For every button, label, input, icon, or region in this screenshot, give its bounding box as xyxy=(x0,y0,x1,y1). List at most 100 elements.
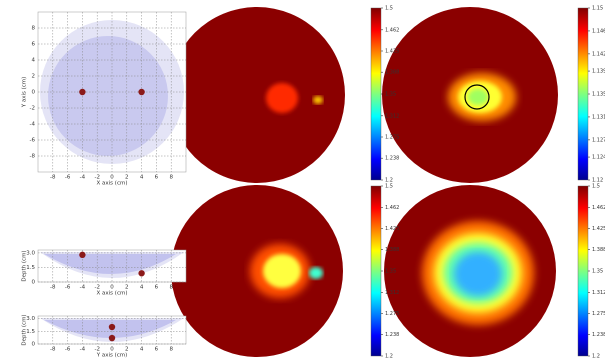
x-tick-label: -6 xyxy=(65,285,71,291)
x-axis-label: X axis (cm) xyxy=(97,291,128,297)
y-tick-label: 4 xyxy=(32,58,36,64)
colorbar-tick-label: 1.146 xyxy=(592,28,605,34)
colorbar-tick-label: 1.2 xyxy=(385,354,393,360)
colorbar-tick-label: 1.5 xyxy=(385,6,393,12)
colorbar-tick-label: 1.388 xyxy=(592,247,605,253)
reconstruction-4 xyxy=(384,185,556,357)
point xyxy=(108,334,116,342)
x-tick-label: 8 xyxy=(169,285,173,291)
point xyxy=(138,88,145,96)
x-tick-label: -8 xyxy=(50,285,56,291)
point xyxy=(79,251,86,259)
y-tick-label: -8 xyxy=(30,154,36,160)
x-tick-label: 0 xyxy=(110,347,114,353)
region-inner xyxy=(44,254,176,274)
y-axis-label: Y axis (cm) xyxy=(22,77,28,109)
colorbar-tick-label: 1.388 xyxy=(385,70,399,76)
colorbar-tick-label: 1.142 xyxy=(592,51,605,57)
x-axis-label: Y axis (cm) xyxy=(96,353,128,359)
region-inner xyxy=(48,36,168,156)
colorbar-tick-label: 1.127 xyxy=(592,137,605,143)
x-tick-label: 6 xyxy=(155,175,159,181)
x-tick-label: 4 xyxy=(140,175,144,181)
colorbar-tick-label: 1.275 xyxy=(385,311,399,317)
colorbar-tick-label: 1.388 xyxy=(385,247,399,253)
x-tick-label: 2 xyxy=(125,175,129,181)
colorbar-tick-label: 1.312 xyxy=(592,290,605,296)
colorbar-tick-label: 1.2 xyxy=(385,178,393,184)
x-tick-label: -4 xyxy=(80,175,86,181)
colorbar-tick-label: 1.15 xyxy=(592,6,603,12)
colorbar-tick-label: 1.35 xyxy=(592,269,603,275)
x-tick-label: -2 xyxy=(94,347,99,353)
colorbar xyxy=(577,185,589,357)
y-tick-label: 0 xyxy=(32,342,36,348)
x-tick-label: 0 xyxy=(110,285,114,291)
colorbar-tick-label: 1.238 xyxy=(385,156,399,162)
colorbar-tick-label: 1.12 xyxy=(592,178,603,184)
y-tick-label: -6 xyxy=(30,138,36,144)
y-tick-label: 3.0 xyxy=(26,316,35,322)
colorbar-tick-label: 1.462 xyxy=(592,205,605,211)
y-tick-label: -2 xyxy=(30,106,35,112)
colorbar-tick-label: 1.131 xyxy=(592,114,605,120)
x-tick-label: 0 xyxy=(110,175,114,181)
y-axis-label: Depth (cm) xyxy=(22,314,28,345)
y-tick-label: 2 xyxy=(32,74,36,80)
colorbar-tick-label: 1.425 xyxy=(385,226,399,232)
x-tick-label: -4 xyxy=(80,285,86,291)
x-tick-label: 4 xyxy=(140,285,144,291)
y-tick-label: -4 xyxy=(30,122,36,128)
point xyxy=(79,88,86,96)
colorbar-tick-label: 1.312 xyxy=(385,113,399,119)
x-tick-label: 2 xyxy=(125,285,129,291)
colorbar-tick-label: 1.35 xyxy=(385,269,396,275)
colorbar-tick-label: 1.312 xyxy=(385,290,399,296)
colorbar-tick-label: 1.35 xyxy=(385,92,396,98)
x-tick-label: -8 xyxy=(50,175,56,181)
colorbar xyxy=(370,7,382,181)
x-tick-label: -2 xyxy=(94,175,99,181)
reconstruction-2 xyxy=(382,7,558,183)
colorbar-tick-label: 1.275 xyxy=(385,135,399,141)
colorbar-tick-label: 1.5 xyxy=(385,184,393,190)
colorbar-tick-label: 1.462 xyxy=(385,205,399,211)
x-tick-label: 8 xyxy=(169,175,173,181)
x-tick-label: 6 xyxy=(155,285,159,291)
y-tick-label: 6 xyxy=(32,42,36,48)
colorbar-tick-label: 1.462 xyxy=(385,27,399,33)
y-tick-label: 1.5 xyxy=(26,329,35,335)
x-tick-label: 8 xyxy=(169,347,173,353)
y-tick-label: 3.0 xyxy=(26,250,35,256)
reconstruction-1 xyxy=(169,7,345,183)
colorbar-tick-label: 1.139 xyxy=(592,69,605,75)
x-tick-label: 4 xyxy=(140,347,144,353)
x-tick-label: -2 xyxy=(94,285,99,291)
point xyxy=(138,270,145,277)
colorbar-tick-label: 1.275 xyxy=(592,311,605,317)
x-tick-label: -6 xyxy=(65,175,71,181)
colorbar-tick-label: 1.124 xyxy=(592,155,605,161)
y-tick-label: 8 xyxy=(32,26,36,32)
colorbar-tick-label: 1.2 xyxy=(592,354,600,360)
x-tick-label: 2 xyxy=(125,347,129,353)
x-axis-label: X axis (cm) xyxy=(97,181,128,187)
point xyxy=(108,323,116,331)
x-tick-label: -4 xyxy=(80,347,86,353)
y-tick-label: 0 xyxy=(32,280,36,286)
colorbar xyxy=(577,7,589,181)
reconstruction-3 xyxy=(171,185,343,357)
x-tick-label: 6 xyxy=(155,347,159,353)
y-tick-label: 0 xyxy=(32,90,36,96)
colorbar-tick-label: 1.238 xyxy=(592,332,605,338)
colorbar-tick-label: 1.135 xyxy=(592,92,605,98)
colorbar-tick-label: 1.238 xyxy=(385,332,399,338)
x-tick-label: -8 xyxy=(50,347,56,353)
colorbar-tick-label: 1.425 xyxy=(592,226,605,232)
y-axis-label: Depth (cm) xyxy=(22,250,28,281)
colorbar-tick-label: 1.425 xyxy=(385,49,399,55)
x-tick-label: -6 xyxy=(65,347,71,353)
y-tick-label: 1.5 xyxy=(26,265,35,271)
colorbar-tick-label: 1.5 xyxy=(592,184,600,190)
